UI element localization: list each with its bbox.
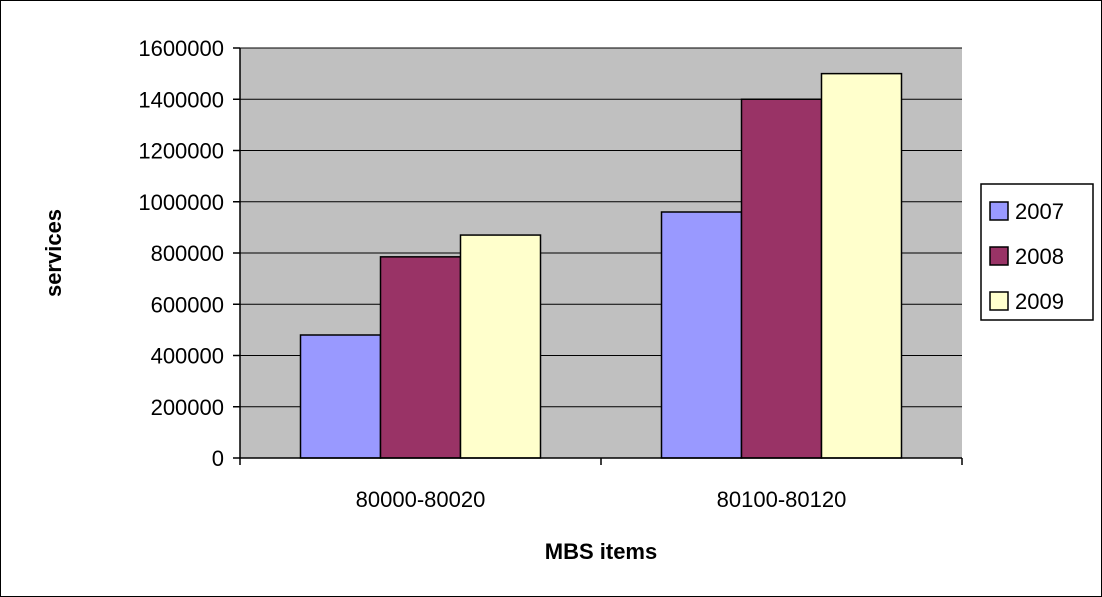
y-tick-label: 400000 [151,344,224,369]
legend-label-2008: 2008 [1015,244,1064,269]
bar-2009-80100-80120 [820,72,903,459]
legend-swatch-2008 [989,246,1009,266]
bar-2007-80000-80020 [299,334,382,459]
legend-swatch-2007 [989,201,1009,221]
y-tick-label: 1200000 [138,139,224,164]
y-tick-label: 1000000 [138,190,224,215]
x-tick-label: 80100-80120 [717,487,847,512]
bar-2008-80100-80120 [740,98,823,459]
bar-2008-80000-80020 [379,256,462,459]
bars [299,72,903,459]
legend-swatch-2009 [989,291,1009,311]
y-tick-label: 0 [212,446,224,471]
y-tick-label: 800000 [151,241,224,266]
bar-2007-80100-80120 [660,211,743,459]
y-axis-title: services [41,209,66,297]
y-tick-label: 1600000 [138,36,224,61]
legend: 2007 2008 2009 [980,183,1094,321]
x-axis-title: MBS items [545,539,657,564]
y-tick-label: 200000 [151,395,224,420]
legend-label-2007: 2007 [1015,199,1064,224]
axes: 0 200000 400000 600000 800000 1000000 1200000 1… [138,36,963,512]
y-tick-label: 1400000 [138,87,224,112]
legend-label-2009: 2009 [1015,289,1064,314]
y-tick-label: 600000 [151,292,224,317]
bar-2009-80000-80020 [459,234,542,459]
x-tick-label: 80000-80020 [356,487,486,512]
